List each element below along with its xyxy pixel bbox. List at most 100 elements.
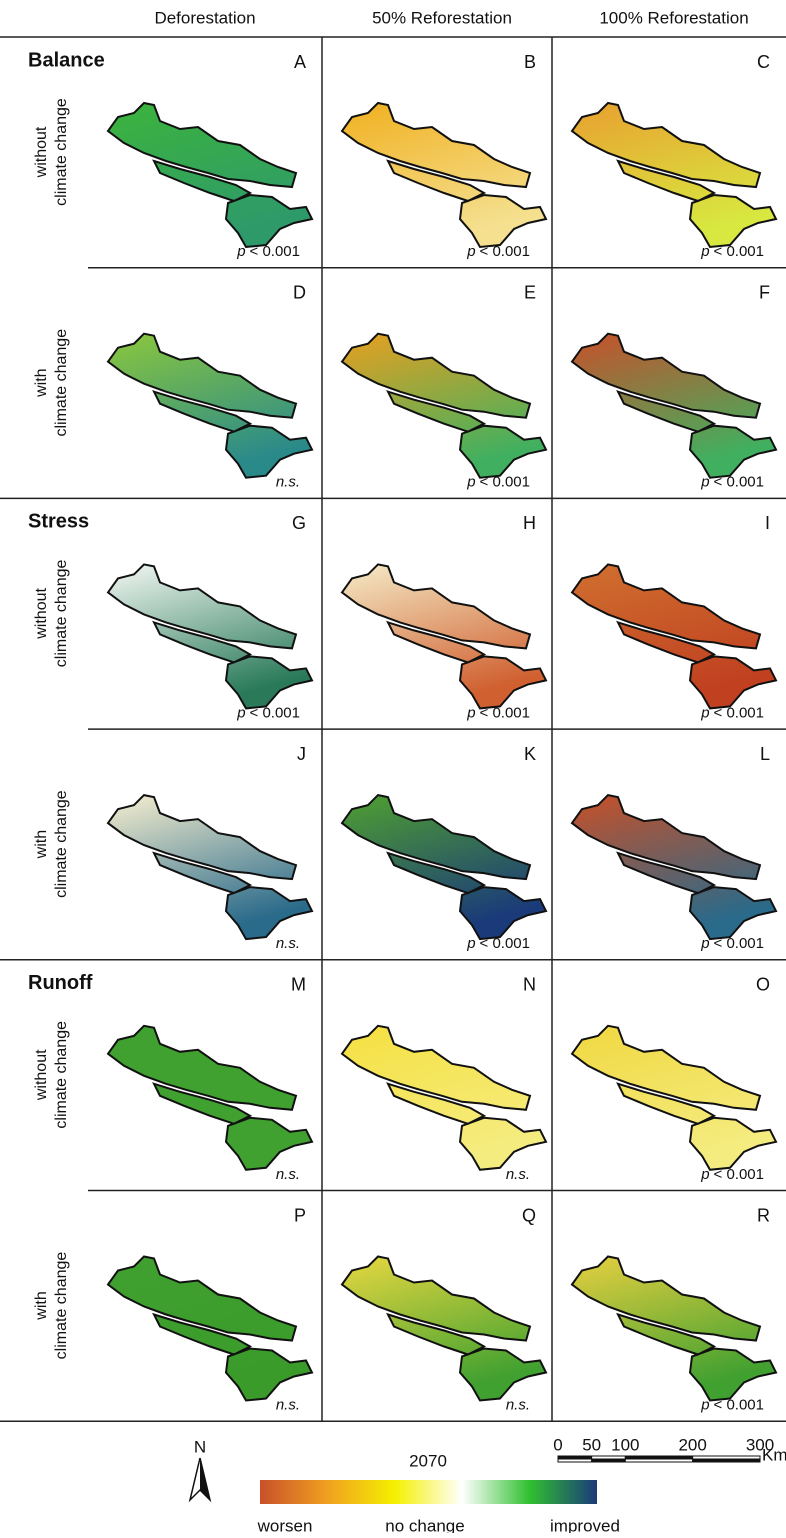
scale-segment	[692, 1458, 761, 1463]
scale-unit: Km	[762, 1445, 786, 1464]
row-label: with climate change	[33, 790, 70, 898]
stat-var: p	[700, 474, 709, 491]
north-label: N	[194, 1437, 206, 1456]
map	[107, 1024, 313, 1171]
stat-value: n.s.	[276, 1396, 300, 1413]
stat-value: < 0.001	[714, 935, 764, 952]
row-label: without climate change	[33, 559, 70, 667]
map	[107, 102, 313, 248]
panel-letter: P	[294, 1205, 306, 1225]
stat: p < 0.001	[700, 704, 764, 721]
map	[107, 794, 313, 941]
panel-letter: O	[756, 975, 770, 995]
legend-label: no change	[385, 1516, 464, 1533]
stat-var: p	[700, 1396, 709, 1413]
scale-label: 200	[678, 1435, 706, 1454]
stat: p < 0.001	[466, 704, 530, 721]
panel-letter: L	[760, 744, 770, 764]
column-header: 100% Reforestation	[599, 8, 748, 27]
panel-letter: D	[293, 282, 306, 302]
row-label: with climate change	[33, 1252, 70, 1360]
column-header: 50% Reforestation	[372, 8, 512, 27]
group-label: Runoff	[28, 972, 93, 994]
stat-value: < 0.001	[480, 474, 530, 491]
column-header: Deforestation	[154, 8, 255, 27]
group-label: Balance	[28, 49, 105, 71]
stat: p < 0.001	[236, 704, 300, 721]
stat-value: n.s.	[506, 1166, 530, 1183]
stat: p < 0.001	[466, 474, 530, 491]
stat: p < 0.001	[700, 474, 764, 491]
legend-label: worsen	[257, 1516, 313, 1533]
map	[341, 1024, 547, 1171]
scale-segment	[557, 1458, 593, 1463]
stat: p < 0.001	[466, 243, 530, 260]
row-label-line: with	[33, 1291, 50, 1320]
stat-value: < 0.001	[714, 1396, 764, 1413]
panel-letter: J	[297, 744, 306, 764]
row-label-line: without	[33, 1049, 50, 1101]
row-label-line: with	[33, 368, 50, 397]
panel-letter: M	[291, 975, 306, 995]
stat-var: p	[466, 935, 475, 952]
panel-letter: G	[292, 513, 306, 533]
legend-year: 2070	[409, 1451, 447, 1470]
stat-value: n.s.	[276, 935, 300, 952]
map	[341, 794, 547, 941]
stat-value: < 0.001	[714, 243, 764, 260]
row-label-line: without	[33, 126, 50, 178]
stat: n.s.	[276, 1396, 300, 1413]
map	[341, 102, 547, 248]
map	[341, 332, 547, 479]
stat: n.s.	[506, 1166, 530, 1183]
stat: p < 0.001	[700, 243, 764, 260]
stat-var: p	[700, 704, 709, 721]
panel-letter: B	[524, 52, 536, 72]
map	[107, 332, 313, 479]
stat: p < 0.001	[700, 935, 764, 952]
map	[571, 102, 777, 248]
stat-value: < 0.001	[714, 704, 764, 721]
row-label-line: climate change	[53, 98, 70, 206]
stat-value: n.s.	[506, 1396, 530, 1413]
stat-value: < 0.001	[250, 704, 300, 721]
scale-label: 0	[553, 1435, 562, 1454]
row-label: without climate change	[33, 1021, 70, 1129]
stat-var: p	[236, 704, 245, 721]
map	[571, 1024, 777, 1171]
stat: n.s.	[506, 1396, 530, 1413]
map	[571, 1255, 777, 1402]
row-label: without climate change	[33, 98, 70, 206]
stat-var: p	[700, 935, 709, 952]
stat: n.s.	[276, 935, 300, 952]
panel-letter: A	[294, 52, 306, 72]
panel-letter: E	[524, 282, 536, 302]
row-label-line: climate change	[53, 1021, 70, 1129]
stat: n.s.	[276, 474, 300, 491]
panel-letter: Q	[522, 1205, 536, 1225]
scale-label: 300	[746, 1435, 774, 1454]
scale-label: 100	[611, 1435, 639, 1454]
panel-letter: K	[524, 744, 536, 764]
stat-var: p	[466, 704, 475, 721]
stat-value: < 0.001	[714, 1166, 764, 1183]
map	[107, 563, 313, 710]
row-label: with climate change	[33, 329, 70, 437]
stat-var: p	[700, 243, 709, 260]
panel-letter: R	[757, 1205, 770, 1225]
group-label: Stress	[28, 511, 89, 533]
stat-value: n.s.	[276, 1166, 300, 1183]
row-label-line: climate change	[53, 1252, 70, 1360]
row-label-line: climate change	[53, 329, 70, 437]
stat-var: p	[700, 1166, 709, 1183]
map	[571, 332, 777, 479]
stat-value: < 0.001	[480, 935, 530, 952]
row-label-line: with	[33, 830, 50, 859]
scale-label: 50	[582, 1435, 601, 1454]
map	[341, 563, 547, 710]
stat-var: p	[236, 243, 245, 260]
scale-segment	[624, 1458, 694, 1463]
panel-letter: I	[765, 513, 770, 533]
